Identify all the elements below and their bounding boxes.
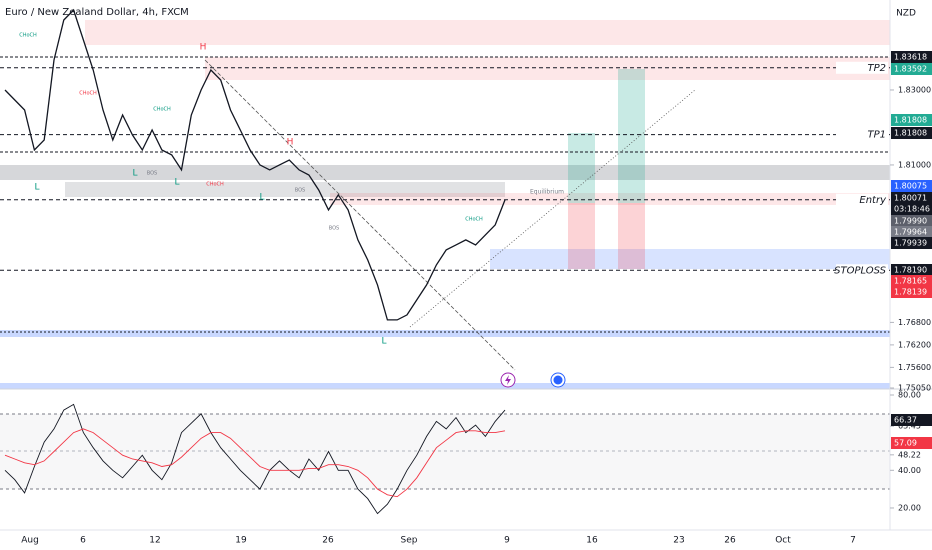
demand-zone xyxy=(0,383,890,389)
event-icon-glyph xyxy=(505,375,511,385)
supply-zone xyxy=(330,193,890,205)
price-label: 1.79964 xyxy=(894,228,927,237)
supply-zone xyxy=(205,57,890,80)
choch-label: CHoCH xyxy=(19,33,37,39)
swing-low: L xyxy=(381,337,386,347)
y-tick-label: 1.75050 xyxy=(898,383,931,392)
level-label-bg xyxy=(836,61,888,74)
price-label-bg xyxy=(891,215,932,227)
price-label-bg xyxy=(891,127,932,139)
x-tick-label: 16 xyxy=(586,536,598,546)
equilibrium-label: Equilibrium xyxy=(530,189,564,196)
level-label: Entry xyxy=(859,195,887,206)
y-tick-label: 40.00 xyxy=(898,466,921,475)
x-tick-label: Oct xyxy=(775,536,791,546)
choch-label: CHoCH xyxy=(153,107,171,113)
price-label-bg xyxy=(891,180,932,192)
loss-box xyxy=(568,203,595,269)
range-zone xyxy=(0,165,890,180)
loss-box xyxy=(618,203,645,269)
swing-low: L xyxy=(132,169,137,179)
price-label: 1.78139 xyxy=(894,288,927,297)
profit-box xyxy=(618,69,645,203)
price-label: 66.37 xyxy=(894,416,917,425)
price-label-bg xyxy=(891,226,932,238)
x-tick-label: 6 xyxy=(80,536,86,546)
demand-zone xyxy=(490,249,890,269)
level-label: TP1 xyxy=(867,130,886,141)
x-tick-label: 12 xyxy=(149,536,160,546)
price-label-bg xyxy=(891,192,932,204)
x-tick-label: 9 xyxy=(504,536,510,546)
price-label-bg xyxy=(891,275,932,287)
price-label: 1.81808 xyxy=(894,116,927,125)
x-tick-label: 19 xyxy=(235,536,247,546)
price-label: 1.79939 xyxy=(894,239,927,248)
level-label-bg xyxy=(836,128,888,141)
currency: NZD xyxy=(896,9,916,19)
x-tick-label: Sep xyxy=(401,536,418,546)
price-label-bg xyxy=(891,237,932,249)
range-zone xyxy=(65,182,505,197)
y-tick-label: 20.00 xyxy=(898,503,921,512)
price-label: 1.81808 xyxy=(894,129,927,138)
price-label: 1.83592 xyxy=(894,65,927,74)
price-line xyxy=(4,8,506,321)
event-icon-glyph xyxy=(553,375,563,385)
level-label: STOPLOSS xyxy=(834,265,886,276)
price-label-bg xyxy=(891,286,932,298)
y-tick-label: 1.81000 xyxy=(898,160,931,169)
rsi-line xyxy=(4,403,506,515)
choch-label: CHoCH xyxy=(465,217,483,223)
price-label-bg xyxy=(891,51,932,63)
y-tick-label: 1.76800 xyxy=(898,318,931,327)
y-tick-label: 1.75600 xyxy=(898,363,931,372)
swing-high: H xyxy=(287,138,294,148)
demand-zone xyxy=(0,330,890,337)
y-tick-label: 48.22 xyxy=(898,450,921,459)
level-label-bg xyxy=(836,193,888,206)
price-label-bg xyxy=(891,414,932,426)
bos-label: BOS xyxy=(329,226,339,232)
price-label-bg xyxy=(891,437,932,449)
price-label: 1.80075 xyxy=(894,182,927,191)
x-tick-label: Aug xyxy=(21,536,39,546)
swing-low: L xyxy=(174,178,179,188)
choch-label: CHoCH xyxy=(206,182,224,188)
rsi-line xyxy=(4,428,506,498)
x-tick-label: 26 xyxy=(724,536,736,546)
price-label: 03:18:46 xyxy=(894,205,930,214)
price-label-bg xyxy=(891,63,932,75)
bos-label: BOS xyxy=(147,171,157,177)
price-label: 1.83618 xyxy=(894,53,927,62)
choch-label: CHoCH xyxy=(79,91,97,97)
y-tick-label: 63.45 xyxy=(898,422,921,431)
price-label: 1.78190 xyxy=(894,266,927,275)
trend-line xyxy=(204,59,516,371)
price-label-bg xyxy=(891,114,932,126)
level-label-bg xyxy=(836,264,888,277)
swing-low: L xyxy=(34,183,39,193)
price-label-bg xyxy=(891,264,932,276)
y-tick-label: 1.83000 xyxy=(898,85,931,94)
x-tick-label: 7 xyxy=(850,536,856,546)
y-tick-label: 80.00 xyxy=(898,390,921,399)
x-tick-label: 23 xyxy=(673,536,684,546)
price-label: 1.79990 xyxy=(894,217,927,226)
price-label: 57.09 xyxy=(894,439,917,448)
x-tick-label: 26 xyxy=(322,536,334,546)
price-label-bg xyxy=(891,203,932,215)
swing-high: H xyxy=(200,43,207,53)
bos-label: BOS xyxy=(295,188,305,194)
supply-zone xyxy=(85,20,890,45)
profit-box xyxy=(568,133,595,203)
price-label: 1.80071 xyxy=(894,194,927,203)
level-label: TP2 xyxy=(867,63,886,74)
swing-low: L xyxy=(259,193,264,203)
symbol-title: Euro / New Zealand Dollar, 4h, FXCM xyxy=(5,7,189,18)
y-tick-label: 1.76200 xyxy=(898,340,931,349)
price-label: 1.78165 xyxy=(894,277,927,286)
